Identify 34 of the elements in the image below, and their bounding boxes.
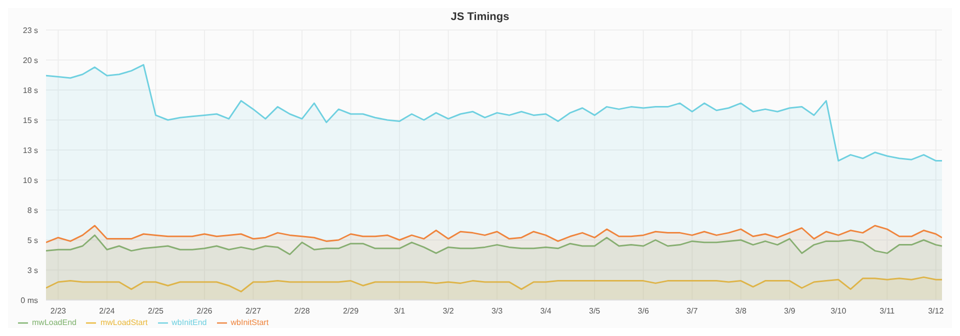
y-tick-label: 20 s — [22, 56, 38, 65]
legend-label: wbInitEnd — [172, 318, 207, 328]
x-tick-label: 2/25 — [148, 306, 164, 316]
y-tick-label: 5 s — [27, 236, 38, 245]
x-tick-label: 3/11 — [880, 306, 896, 316]
x-tick-label: 3/5 — [589, 306, 601, 316]
y-tick-label: 23 s — [22, 26, 38, 35]
x-tick-label: 3/1 — [394, 306, 406, 316]
legend-label: mwLoadStart — [100, 318, 148, 328]
chart-title: JS Timings — [450, 10, 510, 25]
y-tick-label: 0 ms — [20, 296, 38, 305]
x-tick-label: 3/6 — [638, 306, 650, 316]
x-tick-label: 3/12 — [928, 306, 944, 316]
x-tick-label: 3/4 — [540, 306, 552, 316]
legend-label: mwLoadEnd — [32, 318, 76, 328]
x-tick-label: 3/7 — [686, 306, 698, 316]
x-tick-label: 3/8 — [735, 306, 747, 316]
x-tick-label: 3/2 — [442, 306, 454, 316]
y-tick-label: 10 s — [22, 176, 38, 185]
x-tick-label: 2/26 — [196, 306, 213, 316]
x-tick-label: 2/28 — [294, 306, 310, 316]
legend-label: wbInitStart — [230, 318, 269, 328]
x-tick-label: 2/23 — [50, 306, 67, 316]
y-tick-label: 18 s — [22, 86, 38, 95]
y-tick-label: 3 s — [27, 266, 38, 275]
x-tick-label: 2/29 — [342, 306, 360, 316]
x-tick-label: 3/9 — [784, 306, 796, 316]
y-tick-label: 13 s — [22, 146, 38, 155]
y-tick-label: 8 s — [27, 206, 38, 215]
y-tick-label: 15 s — [22, 116, 38, 125]
x-tick-label: 3/10 — [830, 306, 847, 316]
x-tick-label: 2/27 — [245, 306, 262, 316]
x-tick-label: 2/24 — [99, 306, 116, 316]
x-tick-label: 3/3 — [491, 306, 504, 316]
